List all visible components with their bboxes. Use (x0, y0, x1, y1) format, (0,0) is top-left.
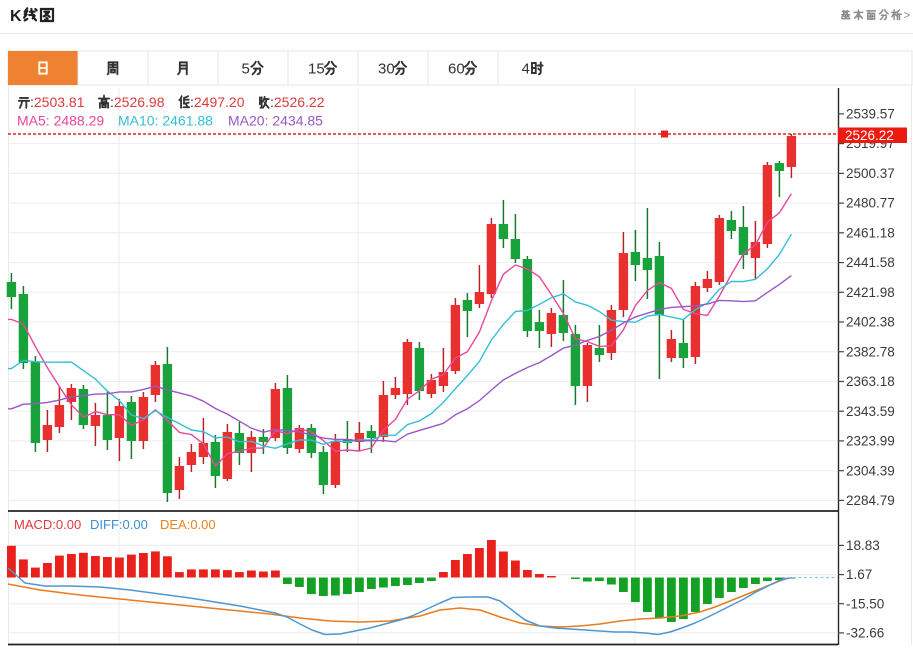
svg-text:15: 15 (308, 60, 325, 77)
svg-text:2539.57: 2539.57 (846, 107, 895, 122)
svg-text:2402.38: 2402.38 (846, 315, 895, 330)
svg-text:2480.77: 2480.77 (846, 196, 895, 211)
svg-text:-32.66: -32.66 (846, 626, 884, 641)
svg-text:5: 5 (242, 60, 250, 77)
svg-text:-15.50: -15.50 (846, 596, 884, 611)
svg-text:>: > (904, 10, 911, 22)
svg-text::2503.81: :2503.81 (30, 94, 85, 110)
svg-text:2461.18: 2461.18 (846, 225, 895, 240)
svg-text::2526.22: :2526.22 (270, 94, 325, 110)
svg-text:2363.18: 2363.18 (846, 374, 895, 389)
svg-text:1.67: 1.67 (846, 567, 872, 582)
svg-text:2500.37: 2500.37 (846, 166, 895, 181)
svg-text:60: 60 (448, 60, 465, 77)
svg-text:2284.79: 2284.79 (846, 493, 895, 508)
svg-text:30: 30 (378, 60, 395, 77)
svg-text::2497.20: :2497.20 (190, 94, 245, 110)
svg-text:2343.59: 2343.59 (846, 404, 895, 419)
svg-text:2421.98: 2421.98 (846, 285, 895, 300)
svg-text:4: 4 (522, 60, 530, 77)
svg-text:2323.99: 2323.99 (846, 434, 895, 449)
svg-text:2526.22: 2526.22 (845, 128, 894, 143)
svg-text::2526.98: :2526.98 (110, 94, 165, 110)
svg-text:K: K (10, 8, 22, 25)
svg-text:2304.39: 2304.39 (846, 463, 895, 478)
svg-text:2441.58: 2441.58 (846, 255, 895, 270)
svg-text:18.83: 18.83 (846, 538, 880, 553)
svg-text:2382.78: 2382.78 (846, 344, 895, 359)
